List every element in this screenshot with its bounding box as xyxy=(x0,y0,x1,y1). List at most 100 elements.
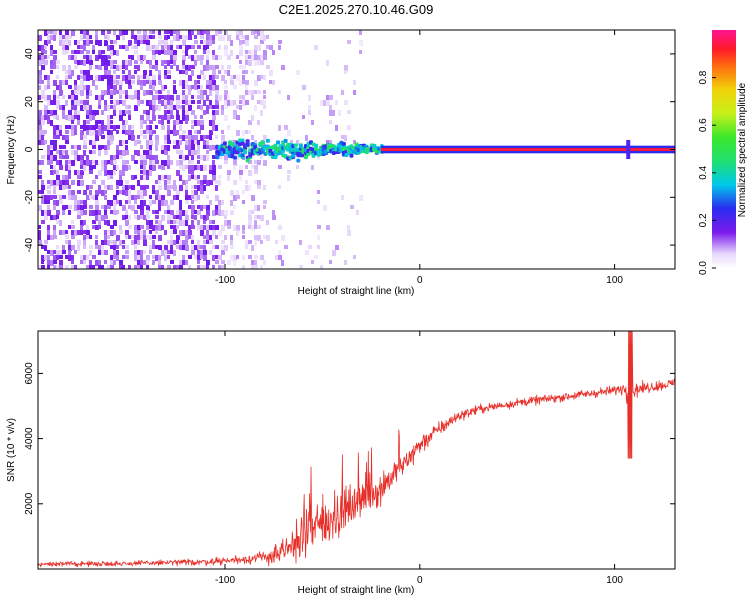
spectrogram-cell xyxy=(68,210,71,215)
spectrogram-cell xyxy=(176,35,180,41)
spectrogram-cell xyxy=(38,160,41,165)
spectrogram-cell xyxy=(131,205,135,211)
spectrogram-cell xyxy=(41,210,45,216)
spectrogram-cell xyxy=(77,200,81,205)
spectrogram-cell xyxy=(224,235,227,240)
spectrogram-cell xyxy=(92,165,96,169)
spectrogram-cell xyxy=(155,245,159,249)
spectrogram-cell xyxy=(53,155,57,161)
spectrogram-cell xyxy=(101,245,104,251)
spectrogram-cell xyxy=(53,230,56,236)
spectrogram-cell xyxy=(230,210,234,215)
spectrogram-cell xyxy=(137,80,141,85)
spectrogram-cell xyxy=(338,110,341,116)
spectrogram-cell xyxy=(59,80,62,85)
spectrogram-cell xyxy=(68,245,72,251)
spectrogram-cell xyxy=(50,140,54,146)
spectrogram-cell xyxy=(212,170,216,175)
spectrogram-cell xyxy=(173,30,177,34)
spectrogram-cell xyxy=(59,125,62,130)
spectrogram-cell xyxy=(161,45,165,51)
spectrogram-cell xyxy=(146,225,149,230)
spectrogram-cell xyxy=(134,175,137,179)
spectrogram-cell xyxy=(140,160,143,165)
spectrogram-cell xyxy=(80,125,84,129)
spectrogram-cell xyxy=(212,225,216,231)
spectrogram-cell xyxy=(110,230,114,236)
spectrogram-cell xyxy=(176,235,180,240)
spectrogram-cell xyxy=(215,180,219,184)
spectrogram-cell xyxy=(182,55,186,61)
spectrogram-cell xyxy=(251,50,255,56)
spectrogram-cell xyxy=(47,120,51,124)
spectrogram-cell xyxy=(41,200,44,204)
spectrogram-cell xyxy=(173,80,176,84)
spectrogram-cell xyxy=(41,50,44,56)
spectrogram-cell xyxy=(197,90,201,94)
spectrogram-cell xyxy=(209,130,213,135)
spectrogram-cell xyxy=(215,255,219,259)
spectrogram-cell xyxy=(191,155,194,160)
spectrogram-cell xyxy=(56,220,60,224)
spectrogram-cell xyxy=(212,220,215,224)
spectrogram-cell xyxy=(191,85,194,89)
spectrogram-cell xyxy=(107,160,110,164)
spectrogram-cell xyxy=(77,155,80,161)
spectrogram-cell xyxy=(53,185,56,191)
spectrogram-cell xyxy=(65,115,68,120)
spectrogram-cell xyxy=(95,160,98,165)
spectrogram-cell xyxy=(50,45,53,51)
spectrogram-cell xyxy=(50,150,53,156)
spectrogram-cell xyxy=(98,125,102,130)
spectrogram-cell xyxy=(107,35,110,41)
spectrogram-cell xyxy=(104,205,107,211)
spectrogram-cell xyxy=(257,120,260,125)
spectrogram-cell xyxy=(125,150,129,155)
spectrogram-cell xyxy=(65,205,68,209)
spectrogram-cell xyxy=(206,45,209,49)
spectrogram-cell xyxy=(56,215,59,219)
spectrogram-cell xyxy=(215,210,219,215)
spectrogram-cell xyxy=(62,45,65,51)
spectrogram-cell xyxy=(50,180,53,186)
spectrogram-cell xyxy=(272,210,275,215)
spectrogram-cell xyxy=(176,115,180,120)
spectrogram-cell xyxy=(104,90,108,95)
spectrogram-cell xyxy=(77,85,80,91)
spectrogram-cell xyxy=(179,240,183,245)
spectrogram-cell xyxy=(101,250,105,255)
spectrogram-cell xyxy=(173,145,176,149)
spectrogram-cell xyxy=(68,35,72,39)
spectrogram-cell xyxy=(56,175,60,181)
spectrogram-cell xyxy=(59,30,62,36)
spectrogram-cell xyxy=(146,265,149,269)
spectrogram-cell xyxy=(203,65,206,71)
spectrogram-cell xyxy=(197,185,201,191)
spectrogram-cell xyxy=(212,35,215,41)
spectrogram-cell xyxy=(140,80,143,85)
spectrogram-cell xyxy=(44,130,47,134)
spectrogram-cell xyxy=(152,75,156,80)
spectrogram-cell xyxy=(50,70,53,74)
spectrogram-cell xyxy=(272,215,276,220)
spectrogram-cell xyxy=(191,210,194,215)
spectrogram-cell xyxy=(143,160,147,165)
spectrogram-cell xyxy=(185,135,189,139)
spectrogram-cell xyxy=(257,45,261,51)
spectrogram-cell xyxy=(71,245,75,250)
spectrogram-cell xyxy=(251,90,254,95)
spectrogram-cell xyxy=(344,135,347,141)
colorbar-tick-label: 0.6 xyxy=(698,118,709,132)
spectrogram-cell xyxy=(230,80,234,85)
spectrogram-cell xyxy=(302,85,306,90)
spectrogram-cell xyxy=(167,135,170,140)
spectrogram-cell xyxy=(158,195,161,200)
spectrogram-cell xyxy=(143,170,147,175)
spectrogram-cell xyxy=(203,45,207,50)
spectrogram-cell xyxy=(65,160,68,166)
spectrogram-cell xyxy=(182,70,185,74)
spectrogram-cell xyxy=(191,225,195,229)
spectrogram-cell xyxy=(245,35,249,40)
spectrogram-cell xyxy=(50,235,54,240)
